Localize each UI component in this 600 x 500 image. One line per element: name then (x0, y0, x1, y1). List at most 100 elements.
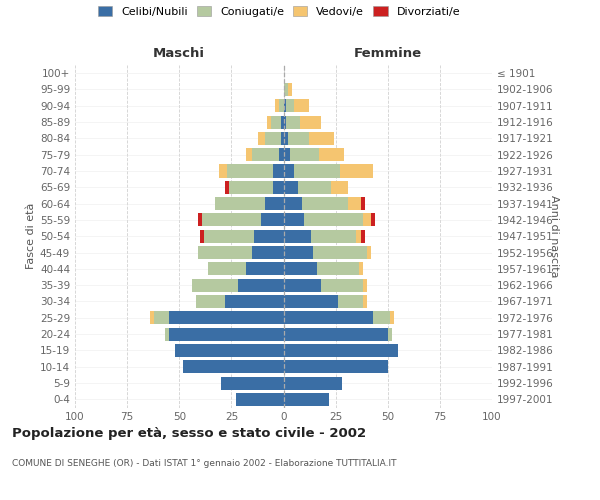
Bar (175, 344, 284, 357)
Bar (284, 230, 311, 243)
Text: COMUNE DI SENEGHE (OR) - Dati ISTAT 1° gennaio 2002 - Elaborazione TUTTITALIA.IT: COMUNE DI SENEGHE (OR) - Dati ISTAT 1° g… (12, 459, 397, 468)
Bar (359, 262, 363, 276)
Bar (225, 295, 284, 308)
Bar (273, 181, 284, 194)
Bar (284, 295, 338, 308)
Bar (260, 214, 284, 226)
Bar (313, 246, 367, 259)
Bar (308, 132, 334, 145)
Bar (294, 99, 308, 112)
Text: Femmine: Femmine (353, 47, 422, 60)
Bar (284, 393, 329, 406)
Bar (267, 116, 271, 128)
Bar (319, 148, 344, 161)
Bar (265, 197, 284, 210)
Bar (284, 312, 373, 324)
Bar (229, 181, 273, 194)
Y-axis label: Fasce di età: Fasce di età (26, 203, 36, 270)
Bar (356, 230, 361, 243)
Bar (363, 295, 367, 308)
Bar (204, 230, 254, 243)
Bar (221, 376, 284, 390)
Bar (280, 148, 284, 161)
Bar (284, 246, 313, 259)
Bar (273, 164, 284, 177)
Bar (200, 230, 204, 243)
Bar (363, 278, 367, 291)
Bar (227, 164, 273, 177)
Bar (252, 246, 284, 259)
Bar (259, 132, 265, 145)
Bar (287, 83, 292, 96)
Bar (284, 132, 287, 145)
Bar (169, 328, 284, 340)
Bar (367, 246, 371, 259)
Bar (281, 132, 284, 145)
Bar (184, 360, 284, 373)
Bar (284, 116, 286, 128)
Bar (238, 278, 284, 291)
Bar (225, 181, 229, 194)
Bar (169, 312, 284, 324)
Bar (154, 312, 169, 324)
Bar (284, 148, 290, 161)
Bar (284, 344, 398, 357)
Bar (286, 116, 300, 128)
Bar (373, 312, 390, 324)
Bar (236, 393, 284, 406)
Bar (284, 376, 342, 390)
Bar (284, 181, 298, 194)
Bar (284, 164, 294, 177)
Bar (363, 214, 371, 226)
Bar (246, 262, 284, 276)
Bar (192, 278, 238, 291)
Bar (284, 83, 287, 96)
Bar (388, 328, 392, 340)
Bar (252, 148, 280, 161)
Bar (246, 148, 252, 161)
Y-axis label: Anni di nascita: Anni di nascita (549, 195, 559, 278)
Bar (280, 99, 284, 112)
Bar (371, 214, 375, 226)
Bar (286, 99, 294, 112)
Bar (198, 246, 252, 259)
Legend: Celibi/Nubili, Coniugati/e, Vedovi/e, Divorziati/e: Celibi/Nubili, Coniugati/e, Vedovi/e, Di… (95, 3, 463, 20)
Bar (317, 262, 359, 276)
Bar (284, 214, 304, 226)
Bar (361, 230, 365, 243)
Bar (265, 132, 281, 145)
Bar (275, 99, 280, 112)
Bar (304, 214, 363, 226)
Bar (298, 181, 331, 194)
Bar (284, 99, 286, 112)
Bar (284, 197, 302, 210)
Bar (164, 328, 169, 340)
Bar (321, 278, 363, 291)
Bar (284, 278, 321, 291)
Bar (290, 148, 319, 161)
Bar (271, 116, 281, 128)
Bar (284, 360, 388, 373)
Bar (338, 295, 363, 308)
Bar (215, 197, 265, 210)
Bar (287, 132, 308, 145)
Bar (284, 262, 317, 276)
Bar (340, 164, 373, 177)
Bar (254, 230, 284, 243)
Bar (348, 197, 361, 210)
Bar (331, 181, 348, 194)
Bar (311, 230, 356, 243)
Bar (281, 116, 284, 128)
Bar (284, 328, 388, 340)
Bar (196, 295, 225, 308)
Bar (198, 214, 202, 226)
Bar (208, 262, 246, 276)
Text: Popolazione per età, sesso e stato civile - 2002: Popolazione per età, sesso e stato civil… (12, 428, 366, 440)
Bar (150, 312, 154, 324)
Bar (300, 116, 321, 128)
Bar (294, 164, 340, 177)
Bar (202, 214, 260, 226)
Text: Maschi: Maschi (153, 47, 205, 60)
Bar (390, 312, 394, 324)
Bar (219, 164, 227, 177)
